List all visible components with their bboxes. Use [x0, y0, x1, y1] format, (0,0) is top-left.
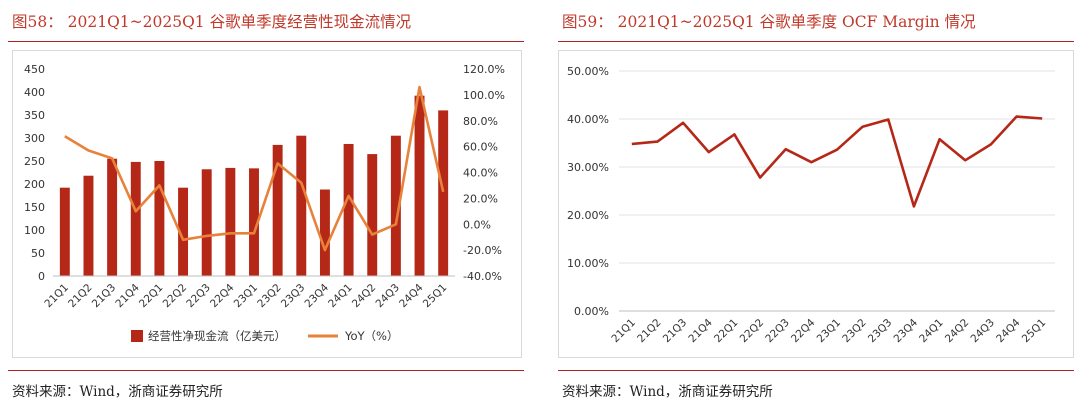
x-tick-label: 21Q1 [609, 317, 638, 346]
y-right-tick-label: -20.0% [463, 244, 502, 257]
x-tick-label: 23Q2 [255, 282, 284, 311]
bar [272, 144, 283, 276]
legend-label-bars: 经营性净现金流（亿美元） [148, 329, 286, 343]
x-tick-label: 23Q4 [892, 316, 921, 345]
x-tick-label: 21Q3 [661, 317, 690, 346]
figure-58: 图58： 2021Q1~2025Q1 谷歌单季度经营性现金流情况 0 50 100 1… [0, 0, 530, 410]
x-tick-label: 24Q4 [994, 316, 1023, 345]
figure-59: 图59： 2021Q1~2025Q1 谷歌单季度 OCF Margin 情况 0… [550, 0, 1080, 410]
y-right-tick-label: 0.0% [463, 218, 491, 231]
title-rule [8, 41, 524, 42]
y-tick-label: 10.00% [567, 257, 609, 270]
bar [83, 175, 94, 276]
y-left-tick-label: 300 [24, 132, 45, 145]
x-tick-label: 23Q3 [279, 282, 308, 311]
x-tick-label: 21Q1 [42, 282, 71, 311]
title-rule [558, 41, 1074, 42]
bar [319, 189, 330, 276]
bar [130, 161, 141, 276]
x-tick-label: 23Q4 [303, 281, 332, 310]
bar [390, 135, 401, 276]
x-tick-label: 22Q3 [184, 282, 213, 311]
y-left-tick-label: 100 [24, 224, 45, 237]
x-tick-label: 21Q3 [90, 282, 119, 311]
x-tick-label: 24Q2 [350, 282, 379, 311]
legend-swatch-bars [131, 330, 143, 342]
ocf-margin-line-chart: 0.00%10.00%20.00%30.00%40.00%50.00%21Q12… [567, 65, 1055, 346]
x-tick-label: 24Q2 [943, 317, 972, 346]
source-note: 资料来源：Wind，浙商证券研究所 [562, 384, 773, 400]
x-tick-label: 21Q4 [686, 316, 715, 345]
y-tick-label: 40.00% [567, 113, 609, 126]
y-right-tick-label: 100.0% [463, 89, 505, 102]
bar [225, 167, 236, 276]
bar [414, 95, 425, 277]
footer-rule [8, 370, 524, 371]
y-left-tick-label: 400 [24, 86, 45, 99]
y-right-tick-label: 120.0% [463, 63, 505, 76]
yoy-line [64, 85, 445, 252]
x-tick-label: 25Q1 [1020, 317, 1049, 346]
bar [107, 158, 118, 276]
x-tick-label: 22Q2 [161, 282, 190, 311]
x-tick-label: 21Q2 [66, 282, 95, 311]
x-tick-label: 24Q1 [326, 282, 355, 311]
y-tick-label: 30.00% [567, 161, 609, 174]
y-tick-label: 0.00% [574, 305, 609, 318]
figure-title: 图59： 2021Q1~2025Q1 谷歌单季度 OCF Margin 情况 [562, 13, 976, 31]
y-tick-label: 20.00% [567, 209, 609, 222]
bar [367, 154, 378, 276]
x-tick-label: 22Q2 [738, 317, 767, 346]
figure-title: 图58： 2021Q1~2025Q1 谷歌单季度经营性现金流情况 [12, 13, 412, 31]
x-tick-label: 24Q4 [397, 281, 426, 310]
x-tick-label: 24Q3 [373, 282, 402, 311]
y-left-tick-label: 350 [24, 109, 45, 122]
ocf-margin-line [631, 115, 1043, 208]
source-note: 资料来源：Wind，浙商证券研究所 [12, 384, 223, 400]
y-left-tick-label: 50 [31, 247, 45, 260]
bar [59, 187, 70, 276]
y-right-tick-label: -40.0% [463, 270, 502, 283]
chart-frame: 0 50 100 150 200 250 300 350 400 450 -40.0% -20.0% 0… [12, 50, 522, 358]
x-tick-label: 22Q4 [789, 316, 818, 345]
x-tick-label: 22Q1 [137, 282, 166, 311]
x-tick-label: 21Q4 [113, 281, 142, 310]
y-left-tick-label: 200 [24, 178, 45, 191]
x-tick-label: 22Q1 [712, 317, 741, 346]
ocf-bar-line-chart: 0 50 100 150 200 250 300 350 400 450 -40.0% -20.0% 0… [24, 63, 505, 343]
y-right-tick-label: 20.0% [463, 192, 498, 205]
y-right-tick-label: 80.0% [463, 115, 498, 128]
y-right-tick-label: 40.0% [463, 167, 498, 180]
bar [343, 143, 354, 276]
footer-rule [558, 370, 1074, 371]
x-tick-label: 23Q1 [232, 282, 261, 311]
x-tick-label: 23Q3 [866, 317, 895, 346]
x-tick-label: 23Q2 [840, 317, 869, 346]
legend-label-line: YoY（%） [344, 329, 399, 343]
y-left-tick-label: 0 [38, 270, 45, 283]
y-left-tick-label: 450 [24, 63, 45, 76]
x-tick-label: 21Q2 [635, 317, 664, 346]
x-tick-label: 23Q1 [815, 317, 844, 346]
x-tick-label: 24Q3 [968, 317, 997, 346]
y-left-tick-label: 150 [24, 201, 45, 214]
bar [178, 187, 189, 276]
bar [154, 161, 165, 276]
chart-frame: 0.00% 10.00% 20.00% 30.00% 40.00% 50.00% 21Q1 2… [558, 50, 1074, 358]
x-tick-label: 24Q1 [917, 317, 946, 346]
bar [438, 110, 449, 277]
x-tick-label: 25Q1 [421, 282, 450, 311]
bar [296, 135, 307, 276]
y-tick-label: 50.00% [567, 65, 609, 78]
x-tick-label: 22Q3 [763, 317, 792, 346]
y-left-tick-label: 250 [24, 155, 45, 168]
bar [201, 169, 212, 276]
bar [249, 168, 259, 276]
y-right-tick-label: 60.0% [463, 141, 498, 154]
x-tick-label: 22Q4 [208, 281, 237, 310]
